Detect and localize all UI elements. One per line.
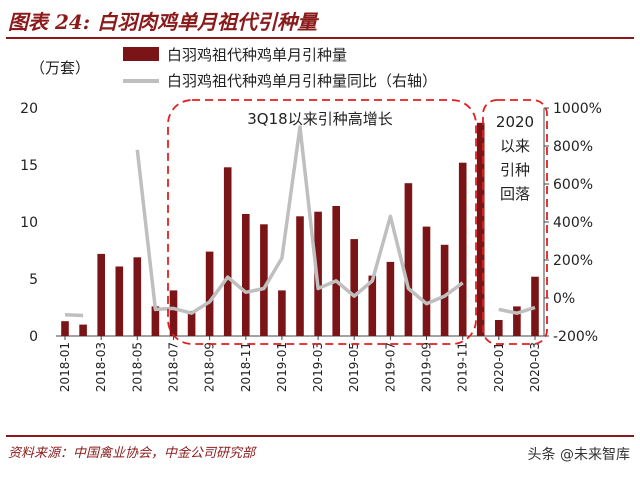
bar-2019-04 (332, 206, 340, 336)
bar-2018-03 (97, 253, 105, 336)
yoy-line (64, 125, 536, 318)
bar-2019-02 (296, 216, 304, 336)
bar-2018-09 (205, 251, 214, 336)
bar-2019-07 (386, 261, 395, 336)
y-left-tick: 10 (20, 215, 38, 231)
y-right-tick: 0% (553, 291, 575, 307)
legend-label-bar: 白羽鸡祖代种鸡单月引种量 (167, 46, 347, 64)
bar-2018-06 (151, 306, 160, 336)
bar-2018-04 (115, 266, 124, 336)
x-ticks: 2018-01 2018-03 2018-05 2018-07 2018-09 2018-… (58, 336, 542, 392)
bar-2019-10 (440, 244, 449, 336)
highlight-box-3q18 (167, 99, 477, 345)
y-left-tick: 5 (29, 272, 38, 288)
bar-2018-08 (187, 310, 196, 336)
y-right-tick: 1000% (553, 101, 602, 117)
bar-2019-11 (458, 162, 467, 336)
legend-swatch-bar (123, 47, 159, 61)
x-tick-label: 2019-09 (420, 342, 434, 392)
x-tick-label: 2018-11 (239, 342, 253, 392)
bar-2019-05 (350, 239, 358, 336)
x-tick-label: 2018-07 (167, 342, 181, 392)
y-left-ticks: 0 5 10 15 20 (20, 101, 38, 345)
bar-2018-05 (133, 257, 142, 336)
highlight-box-2020 (482, 99, 548, 345)
x-tick-label: 2019-11 (456, 342, 470, 392)
x-tick-label: 2019-05 (347, 342, 361, 392)
bar-2019-08 (404, 183, 413, 336)
annotation-2020-line-3: 引种 (500, 161, 530, 179)
figure-title: 图表 24: 白羽肉鸡单月祖代引种量 (8, 10, 318, 34)
bar-2018-11 (242, 214, 250, 336)
bar-2018-07 (169, 290, 178, 336)
y-right-tick: 600% (553, 177, 593, 193)
bar-2020-01 (495, 320, 503, 336)
y-left-tick: 15 (20, 158, 38, 174)
bar-2020-03 (531, 276, 539, 336)
y-left-tick: 0 (29, 329, 38, 345)
x-tick-label: 2018-09 (203, 342, 217, 392)
bar-series (61, 122, 539, 336)
y-right-tick: 400% (553, 215, 593, 231)
bar-2019-06 (368, 275, 377, 336)
annotation-3q18: 3Q18以来引种高增长 (247, 110, 392, 128)
x-tick-label: 2018-01 (58, 342, 72, 392)
y-right-tick: 800% (553, 139, 593, 155)
x-tick-label: 2020-01 (492, 342, 506, 392)
annotation-2020-line-4: 回落 (500, 185, 530, 203)
x-tick-label: 2018-05 (130, 342, 144, 392)
y-right-tick: -200% (553, 329, 598, 345)
bar-2018-01 (61, 321, 69, 336)
bar-2018-02 (79, 324, 87, 336)
bar-2018-12 (260, 224, 268, 336)
source-note: 资料来源：中国禽业协会，中金公司研究部 (8, 446, 256, 461)
title-divider (6, 37, 634, 39)
watermark: 头条 @未来智库 (527, 447, 630, 463)
bar-2019-12 (476, 122, 485, 336)
y-right-tick: 200% (553, 253, 593, 269)
source-divider (6, 435, 634, 437)
combo-chart: （万套） 白羽鸡祖代种鸡单月引种量 白羽鸡祖代种鸡单月引种量同比（右轴） 0 5 1… (20, 46, 602, 392)
x-tick-label: 2019-01 (275, 342, 289, 392)
annotation-2020-line-2: 以来 (500, 137, 530, 155)
annotation-2020-bg (487, 107, 543, 205)
bar-2020-02 (513, 306, 521, 336)
x-tick-label: 2018-03 (94, 342, 108, 392)
bar-2018-10 (223, 167, 232, 336)
annotation-2020-line-1: 2020 (496, 113, 534, 131)
x-tick-label: 2020-03 (528, 342, 542, 392)
legend-label-line: 白羽鸡祖代种鸡单月引种量同比（右轴） (167, 72, 437, 90)
x-tick-label: 2019-07 (383, 342, 397, 392)
x-tick-label: 2019-03 (311, 342, 325, 392)
bar-2019-01 (278, 290, 286, 336)
y-right-ticks: -200% 0% 200% 400% 600% 800% 1000% (544, 101, 602, 345)
bar-2019-09 (422, 226, 431, 336)
unit-label: （万套） (30, 59, 90, 77)
y-left-tick: 20 (20, 101, 38, 117)
